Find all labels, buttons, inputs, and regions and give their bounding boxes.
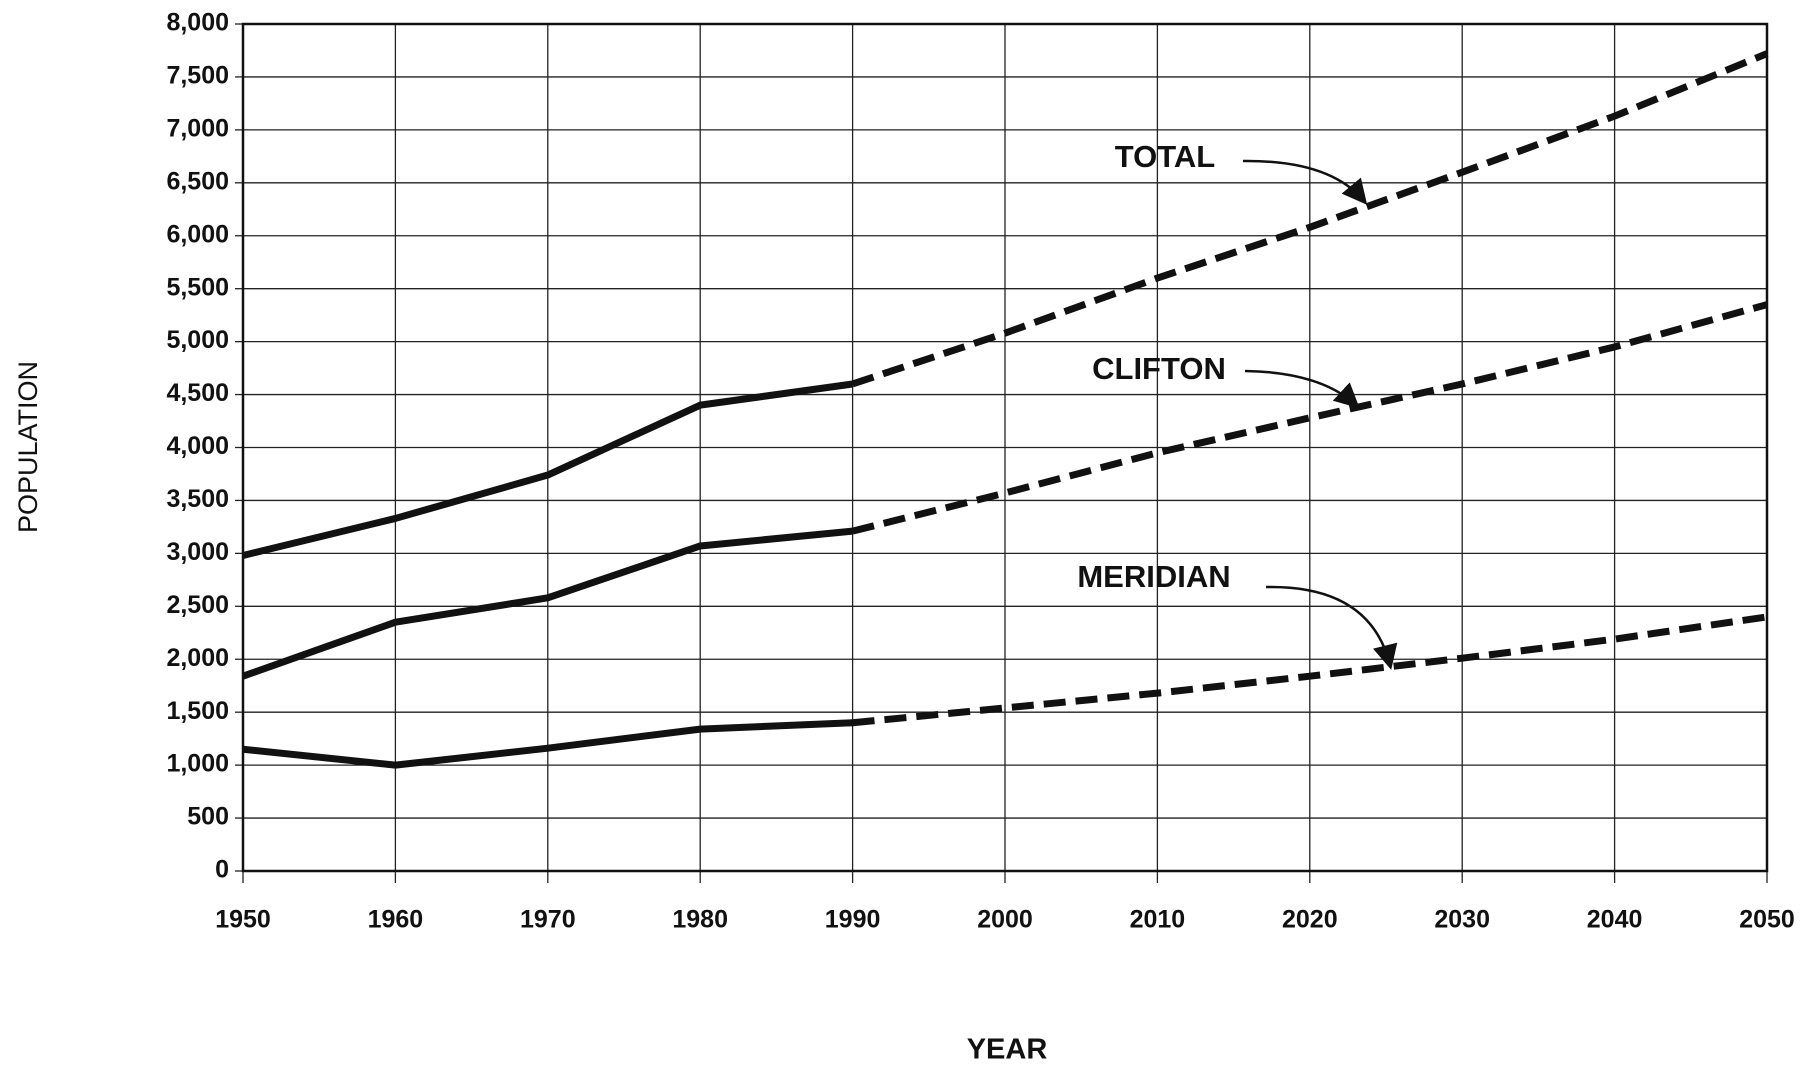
y-tick-label: 6,000	[166, 220, 229, 248]
y-tick-label: 3,000	[166, 538, 229, 566]
historical-line	[242, 380, 854, 559]
projected-line	[851, 301, 1768, 535]
y-tick-label: 0	[215, 856, 229, 884]
annotation-arrow	[1242, 159, 1368, 205]
x-tick-label: 2010	[1130, 906, 1186, 934]
y-tick-label: 7,500	[166, 62, 229, 90]
x-tick-label: 2020	[1282, 906, 1338, 934]
historical-line	[242, 719, 853, 769]
x-tick-label: 1950	[215, 906, 271, 934]
y-tick-label: 8,000	[166, 9, 229, 37]
annotation-arrow	[1244, 369, 1360, 409]
y-axis-label: POPULATION	[13, 361, 43, 533]
y-tick-label: 1,500	[166, 697, 229, 725]
y-tick-label: 7,000	[166, 114, 229, 142]
y-tick-label: 6,500	[166, 167, 229, 195]
x-tick-label: 1960	[368, 906, 424, 934]
y-tick-label: 4,500	[166, 379, 229, 407]
y-tick-label: 5,500	[166, 273, 229, 301]
y-tick-label: 500	[187, 803, 229, 831]
y-tick-label: 5,000	[166, 326, 229, 354]
x-tick-label: 2040	[1587, 906, 1643, 934]
series-label: MERIDIAN	[1077, 559, 1230, 594]
y-tick-label: 1,000	[166, 750, 229, 778]
x-tick-label: 1980	[672, 906, 728, 934]
series-label: TOTAL	[1115, 139, 1215, 174]
projected-line	[851, 50, 1769, 388]
y-tick-label: 4,000	[166, 432, 229, 460]
y-tick-label: 2,500	[166, 591, 229, 619]
x-tick-label: 1990	[825, 906, 881, 934]
annotation-arrow	[1265, 585, 1398, 670]
series-label: CLIFTON	[1092, 351, 1226, 386]
x-tick-label: 2050	[1739, 906, 1795, 934]
historical-line	[241, 527, 853, 680]
x-tick-label: 1970	[520, 906, 576, 934]
y-tick-label: 3,500	[166, 485, 229, 513]
y-tick-label: 2,000	[166, 644, 229, 672]
x-axis-label: YEAR	[967, 1034, 1048, 1066]
x-tick-label: 2000	[977, 906, 1033, 934]
projected-line	[852, 613, 1768, 727]
x-tick-label: 2030	[1434, 906, 1490, 934]
plot-frame	[241, 22, 1769, 873]
